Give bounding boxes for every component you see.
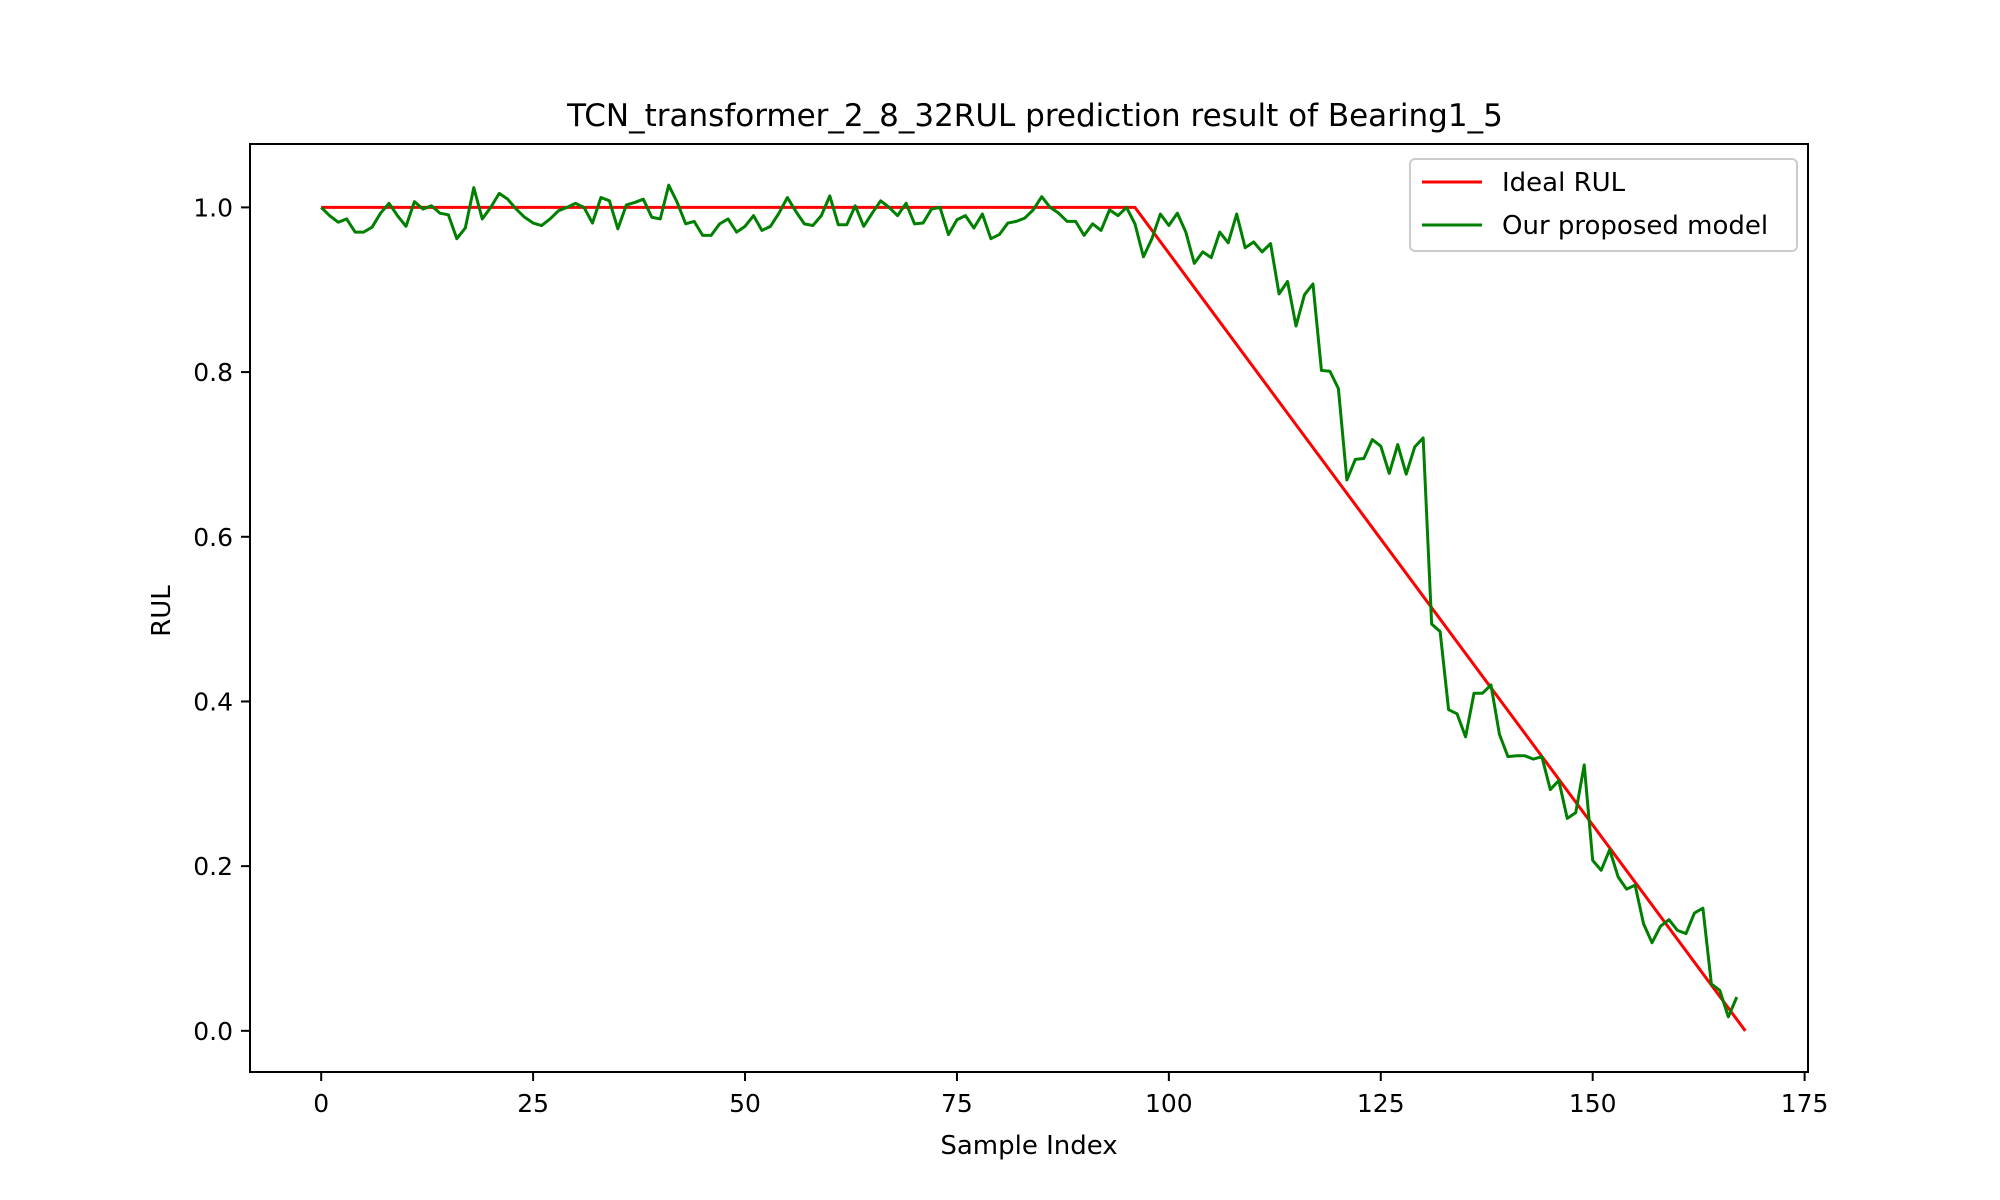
x-axis-label: Sample Index [940, 1131, 1117, 1161]
legend: Ideal RUL Our proposed model [1409, 158, 1798, 252]
x-tick-label: 100 [1145, 1089, 1193, 1118]
series-layer [320, 183, 1747, 1032]
x-tick-label: 75 [941, 1089, 973, 1118]
x-tick-label: 150 [1569, 1089, 1617, 1118]
legend-label-model: Our proposed model [1502, 211, 1768, 241]
legend-box [1409, 158, 1798, 252]
y-tick-label: 0.0 [193, 1017, 233, 1046]
x-tick-label: 50 [729, 1089, 761, 1118]
y-tick-label: 0.4 [193, 687, 233, 716]
legend-label-ideal: Ideal RUL [1502, 168, 1626, 198]
series-line-proposed-model [320, 183, 1739, 1019]
plot-area: 0 25 50 75 100 125 150 175 0.0 0.2 0.4 0.6 0.8 1.0 [193, 143, 1828, 1118]
x-tick-label: 0 [313, 1089, 329, 1118]
y-tick-label: 0.2 [193, 852, 233, 881]
x-tick-label: 125 [1357, 1089, 1405, 1118]
y-axis-label: RUL [147, 585, 177, 637]
y-axis-ticks: 0.0 0.2 0.4 0.6 0.8 1.0 [193, 193, 250, 1046]
y-tick-label: 0.8 [193, 358, 233, 387]
x-tick-label: 25 [517, 1089, 549, 1118]
x-tick-label: 175 [1781, 1089, 1829, 1118]
plot-background [250, 144, 1808, 1072]
plot-frame [249, 143, 1809, 1073]
y-tick-label: 1.0 [193, 193, 233, 222]
y-tick-label: 0.6 [193, 523, 233, 552]
chart-title: TCN_transformer_2_8_32RUL prediction res… [566, 98, 1503, 134]
x-axis-ticks: 0 25 50 75 100 125 150 175 [313, 1072, 1828, 1118]
